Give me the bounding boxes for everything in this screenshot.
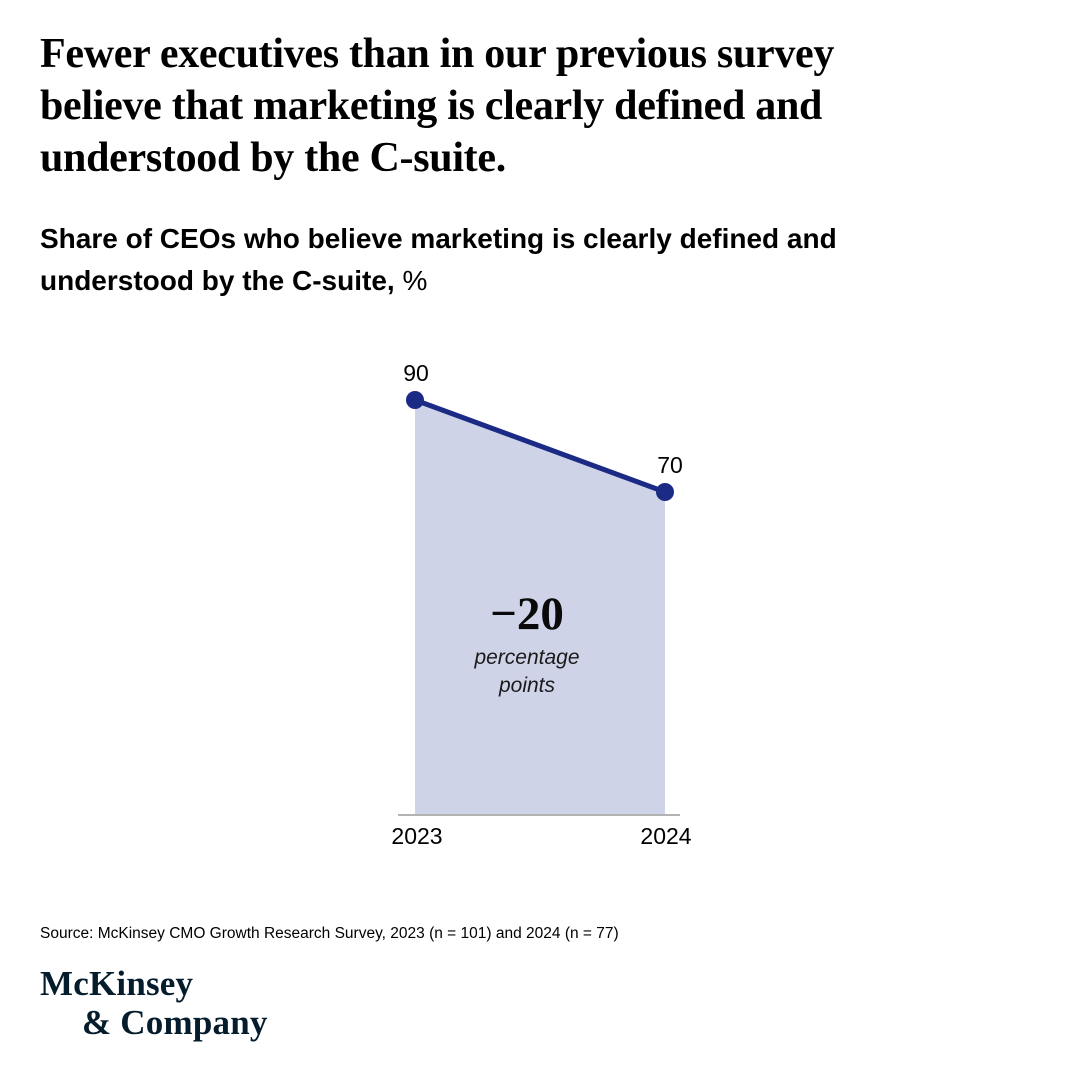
chart-subtitle: Share of CEOs who believe marketing is c… (40, 218, 1000, 302)
value-label-2024: 70 (657, 452, 683, 478)
unit-label: % (402, 265, 428, 296)
title-line: believe that marketing is clearly define… (40, 83, 823, 129)
subtitle-line: Share of CEOs who believe marketing is c… (40, 223, 837, 254)
source-note: Source: McKinsey CMO Growth Research Sur… (40, 925, 619, 942)
title-line: understood by the C-suite. (40, 135, 506, 181)
delta-unit-line: points (498, 674, 556, 697)
x-tick-2023: 2023 (391, 823, 443, 849)
value-label-2023: 90 (403, 360, 429, 386)
data-point-2023 (406, 391, 424, 409)
logo-line-1: McKinsey (40, 964, 194, 1003)
delta-value: −20 (490, 588, 564, 640)
title-line: Fewer executives than in our previous su… (40, 31, 835, 77)
mckinsey-logo: McKinsey & Company (40, 964, 268, 1042)
data-point-2024 (656, 483, 674, 501)
x-tick-2024: 2024 (640, 823, 692, 849)
delta-annotation: −20 percentage points (407, 589, 647, 700)
subtitle-line: understood by the C-suite, % (40, 265, 428, 296)
trend-line (414, 397, 666, 495)
delta-unit-line: percentage (474, 646, 580, 669)
page-title: Fewer executives than in our previous su… (40, 28, 1000, 184)
logo-line-2: & Company (82, 1003, 268, 1042)
delta-unit: percentage points (407, 644, 647, 700)
